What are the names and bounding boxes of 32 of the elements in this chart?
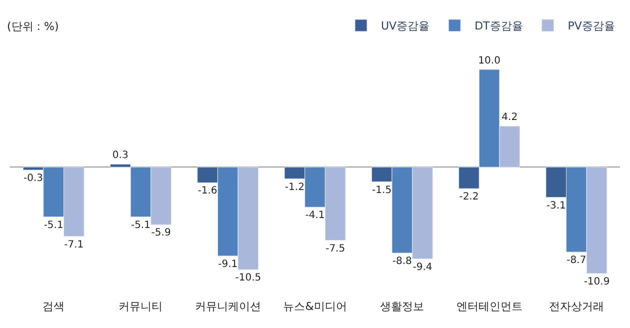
data-label: -7.5 [326, 243, 346, 254]
x-tick-label: 엔터테인먼트 [456, 300, 522, 313]
x-tick-label: 검색 [42, 300, 65, 313]
data-label: -10.5 [235, 272, 262, 284]
data-label: -0.3 [23, 173, 43, 184]
data-label: -7.1 [64, 239, 84, 250]
x-tick-label: 뉴스&미디어 [283, 300, 347, 313]
legend-label: PV증감율 [568, 20, 615, 33]
data-label: -5.9 [151, 228, 171, 239]
data-label: -2.2 [459, 192, 479, 203]
x-tick-label: 전자상거래 [548, 300, 604, 313]
x-tick-label: 커뮤니케이션 [194, 300, 261, 313]
data-label: -1.6 [198, 186, 218, 197]
legend-label: DT증감율 [474, 20, 523, 33]
data-label: -10.9 [584, 276, 610, 288]
data-label: -1.5 [372, 184, 392, 196]
legend-label: UV증감율 [381, 20, 430, 33]
data-label: -5.1 [44, 220, 64, 231]
data-label: 4.2 [502, 112, 518, 124]
x-tick-label: 커뮤니티 [118, 300, 163, 313]
data-label: -9.4 [412, 262, 432, 273]
text: (단위 : %) [7, 20, 59, 33]
data-label: -8.8 [392, 256, 412, 268]
data-label: -8.7 [566, 255, 586, 266]
x-tick-label: 생활정보 [380, 300, 424, 313]
data-label: -5.1 [130, 220, 150, 231]
data-label: -3.1 [546, 200, 566, 212]
data-label: -9.1 [218, 258, 238, 270]
data-label: -4.1 [305, 210, 325, 222]
data-label: -1.2 [284, 182, 304, 193]
data-label: 0.3 [112, 150, 128, 162]
data-label: 10.0 [478, 55, 500, 66]
